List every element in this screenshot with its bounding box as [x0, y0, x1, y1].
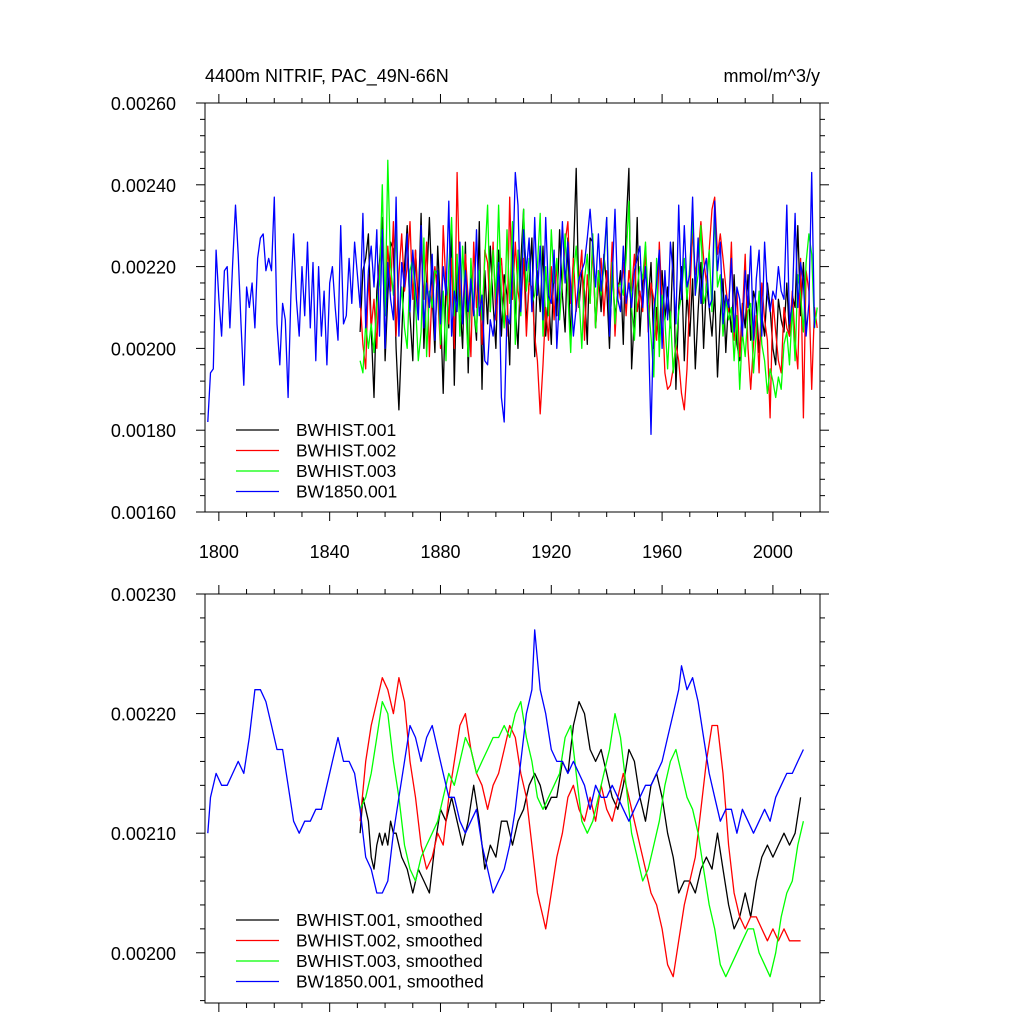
series-line-3	[207, 629, 804, 894]
legend-label-0: BWHIST.001, smoothed	[296, 910, 483, 930]
series-line-1	[359, 677, 801, 978]
y-tick-label: 0.00240	[111, 176, 176, 196]
top-panel-series	[207, 159, 818, 435]
legend-label-2: BWHIST.003, smoothed	[296, 951, 483, 971]
legend-label-2: BWHIST.003	[296, 461, 396, 481]
bottom-panel: 0.00200 0.00210 0.00220 0.00230 BWHIST.001,…	[111, 585, 829, 1012]
bottom-panel-ticks: 0.00200 0.00210 0.00220 0.00230	[111, 585, 829, 1012]
y-tick-label: 0.00160	[111, 503, 176, 523]
legend-label-3: BW1850.001, smoothed	[296, 972, 484, 992]
legend-label-1: BWHIST.002, smoothed	[296, 931, 483, 951]
x-tick-label: 1840	[310, 542, 350, 562]
series-line-3	[207, 171, 816, 435]
legend-label-1: BWHIST.002	[296, 441, 396, 461]
legend-label-3: BW1850.001	[296, 482, 397, 502]
y-tick-label: 0.00220	[111, 258, 176, 278]
series-line-2	[359, 700, 805, 978]
top-panel-title: 4400m NITRIF, PAC_49N-66N	[205, 66, 449, 87]
y-tick-label: 0.00220	[111, 705, 176, 725]
top-panel: 4400m NITRIF, PAC_49N-66N mmol/m^3/y 180…	[111, 66, 829, 562]
bottom-panel-series	[207, 629, 805, 978]
legend-label-0: BWHIST.001	[296, 420, 396, 440]
x-tick-label: 1920	[531, 542, 571, 562]
x-tick-label: 1960	[642, 542, 682, 562]
top-panel-ticks: 1800 1840 1880 1920 1960 2000 0.00160 0.00180 0.…	[111, 94, 829, 562]
x-tick-label: 1880	[420, 542, 460, 562]
y-tick-label: 0.00200	[111, 944, 176, 964]
y-tick-label: 0.00260	[111, 94, 176, 114]
top-panel-frame	[204, 102, 821, 513]
y-tick-label: 0.00180	[111, 421, 176, 441]
x-tick-label: 1800	[199, 542, 239, 562]
y-tick-label: 0.00200	[111, 339, 176, 359]
bottom-panel-frame	[204, 593, 821, 1004]
y-tick-label: 0.00230	[111, 585, 176, 605]
top-panel-units: mmol/m^3/y	[724, 66, 820, 86]
x-tick-label: 2000	[753, 542, 793, 562]
y-tick-label: 0.00210	[111, 824, 176, 844]
series-line-2	[359, 159, 818, 399]
